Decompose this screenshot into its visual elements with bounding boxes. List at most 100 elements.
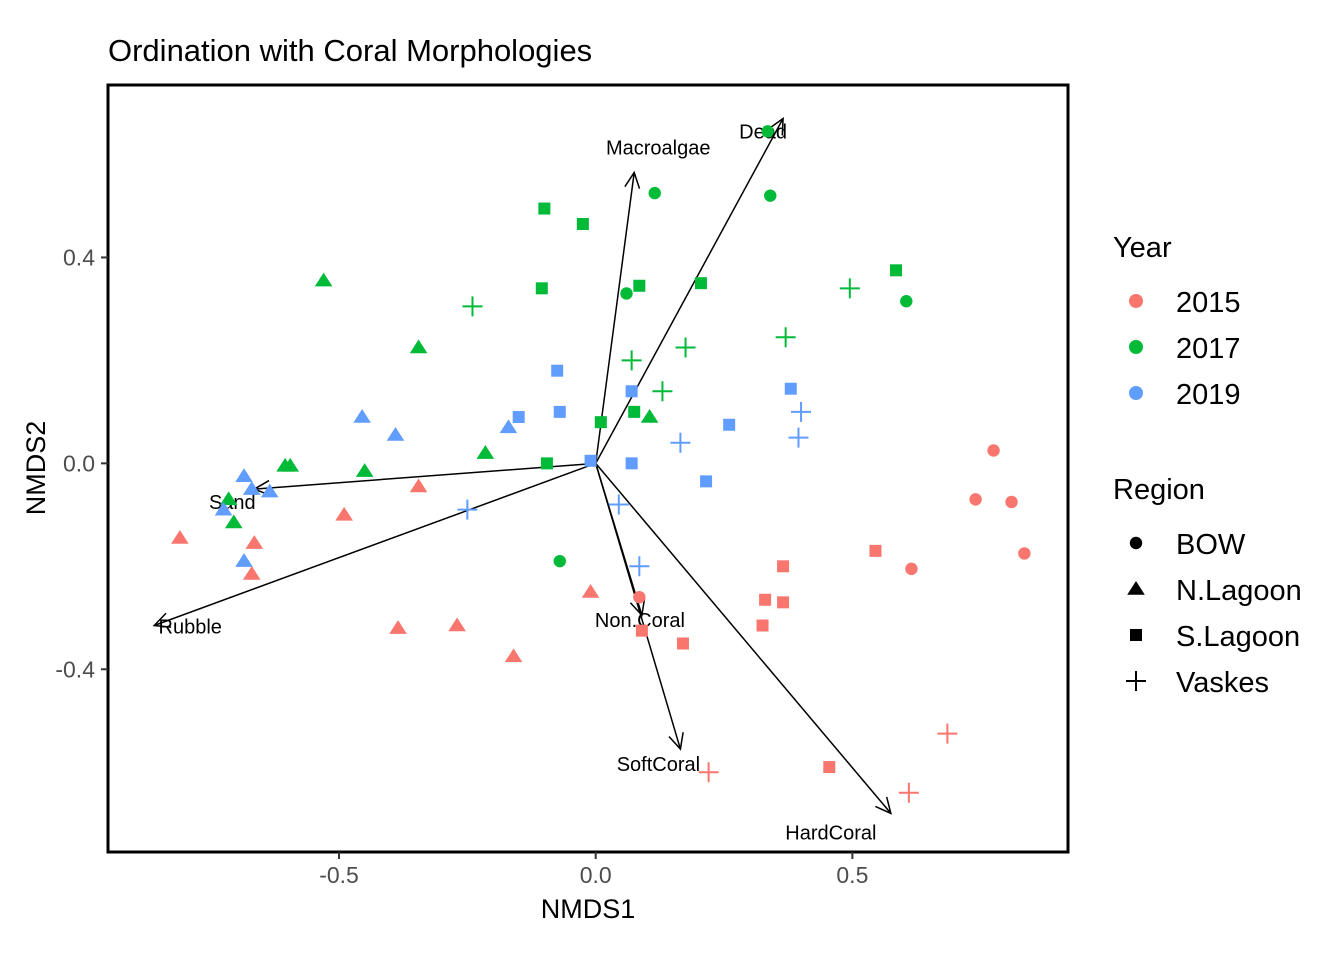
point-n-lagoon-2015: [581, 584, 600, 598]
point-n-lagoon-2015: [171, 529, 189, 544]
point-vaskes-2019: [670, 432, 691, 453]
points-layer: [171, 125, 1031, 803]
legend-region-key-n-lagoon: [1127, 581, 1145, 595]
legend-year-key-2017: [1129, 340, 1143, 354]
point-s-lagoon-2015: [676, 637, 689, 650]
point-vaskes-2017: [652, 381, 673, 402]
point-n-lagoon-2017: [476, 445, 495, 459]
point-bow-2015: [1005, 495, 1018, 509]
point-s-lagoon-2015: [869, 544, 882, 557]
legend-year: Year 2015 2017 2019: [1113, 232, 1241, 411]
point-vaskes-2019: [788, 427, 809, 448]
point-n-lagoon-2019: [260, 483, 279, 498]
point-s-lagoon-2019: [551, 364, 564, 377]
point-n-lagoon-2017: [281, 457, 300, 472]
vector-arrowhead-softcoral: [668, 732, 684, 751]
point-n-lagoon-2017: [224, 514, 243, 529]
vector-softcoral: [594, 463, 682, 750]
vector-label-macroalgae: Macroalgae: [606, 138, 711, 160]
legend-region-label-s-lagoon: S.Lagoon: [1176, 621, 1300, 653]
point-vaskes-2017: [462, 296, 483, 317]
point-vaskes-2017: [675, 337, 696, 358]
point-n-lagoon-2019: [242, 481, 261, 495]
y-axis: -0.4 0.0 0.4: [55, 244, 108, 682]
y-tick-label: -0.4: [55, 656, 95, 682]
point-s-lagoon-2019: [784, 382, 797, 395]
point-s-lagoon-2015: [635, 624, 648, 637]
point-s-lagoon-2019: [723, 418, 736, 431]
legend-year-label-2015: 2015: [1176, 287, 1241, 319]
vector-label-rubble: Rubble: [159, 617, 222, 639]
vector-label-hardcoral: HardCoral: [785, 822, 876, 844]
vector-rubble: [153, 462, 596, 627]
point-s-lagoon-2017: [540, 457, 553, 470]
chart-title: Ordination with Coral Morphologies: [108, 33, 592, 68]
plot-border: [106, 83, 1070, 854]
point-vaskes-2015: [937, 723, 958, 744]
point-vaskes-2015: [898, 782, 919, 803]
vector-arrowhead-non-coral: [629, 598, 646, 617]
point-vaskes-2019: [608, 494, 629, 515]
point-vaskes-2019: [629, 556, 650, 577]
point-bow-2015: [987, 444, 1000, 457]
point-s-lagoon-2017: [535, 282, 548, 295]
vector-label-non-coral: Non.Coral: [595, 610, 685, 632]
point-vaskes-2019: [791, 401, 812, 422]
point-vaskes-2017: [839, 278, 860, 299]
y-tick-label: 0.4: [63, 244, 95, 270]
point-vaskes-2017: [621, 350, 642, 371]
legend-region-key-bow: [1129, 536, 1143, 550]
point-n-lagoon-2015: [504, 648, 523, 663]
point-s-lagoon-2015: [777, 560, 790, 573]
legend-region-label-n-lagoon: N.Lagoon: [1176, 575, 1302, 607]
point-s-lagoon-2019: [625, 457, 638, 470]
point-bow-2017: [761, 125, 774, 138]
point-n-lagoon-2015: [409, 478, 428, 493]
point-s-lagoon-2019: [512, 411, 525, 424]
legend-region-title: Region: [1113, 474, 1205, 506]
vector-arrowhead-hardcoral: [875, 796, 892, 815]
point-s-lagoon-2019: [584, 454, 597, 467]
point-n-lagoon-2015: [389, 620, 407, 634]
vector-macroalgae: [594, 172, 635, 464]
point-bow-2015: [905, 562, 918, 576]
legend-year-key-2019: [1129, 386, 1143, 400]
x-axis-title: NMDS1: [541, 894, 636, 924]
point-n-lagoon-2019: [353, 409, 371, 423]
vector-arrowhead-dead: [768, 116, 784, 136]
point-s-lagoon-2015: [777, 596, 790, 609]
point-s-lagoon-2017: [633, 279, 646, 292]
point-n-lagoon-2017: [640, 409, 659, 423]
x-tick-label: -0.5: [319, 862, 359, 888]
point-s-lagoon-2017: [538, 202, 551, 215]
point-n-lagoon-2015: [335, 506, 353, 521]
legend-year-label-2017: 2017: [1176, 333, 1241, 365]
vector-arrowhead-rubble: [152, 612, 172, 628]
x-tick-label: 0.5: [836, 862, 868, 888]
point-s-lagoon-2015: [823, 761, 836, 774]
vector-label-softcoral: SoftCoral: [617, 754, 700, 776]
legend-region-label-vaskes: Vaskes: [1176, 667, 1269, 699]
vector-hardcoral: [595, 462, 892, 814]
vector-dead: [595, 118, 784, 464]
point-s-lagoon-2015: [759, 593, 772, 606]
legend-year-title: Year: [1113, 232, 1172, 264]
point-n-lagoon-2017: [314, 272, 333, 287]
x-tick-label: 0.0: [580, 862, 612, 888]
point-s-lagoon-2017: [890, 264, 903, 277]
vector-arrowhead-macroalgae: [624, 170, 641, 189]
point-n-lagoon-2017: [355, 463, 374, 477]
point-s-lagoon-2019: [625, 385, 638, 398]
point-n-lagoon-2019: [235, 553, 253, 567]
point-s-lagoon-2019: [700, 475, 713, 488]
point-n-lagoon-2017: [219, 491, 238, 506]
point-bow-2015: [1018, 547, 1031, 560]
point-n-lagoon-2017: [409, 339, 428, 354]
point-n-lagoon-2019: [499, 419, 518, 434]
point-bow-2015: [969, 493, 982, 506]
point-s-lagoon-2017: [628, 405, 641, 418]
legend-region-key-s-lagoon: [1130, 629, 1142, 641]
vector-layer: MacroalgaeDeadSandRubbleNon.CoralSoftCor…: [152, 116, 892, 844]
point-bow-2017: [553, 554, 566, 568]
